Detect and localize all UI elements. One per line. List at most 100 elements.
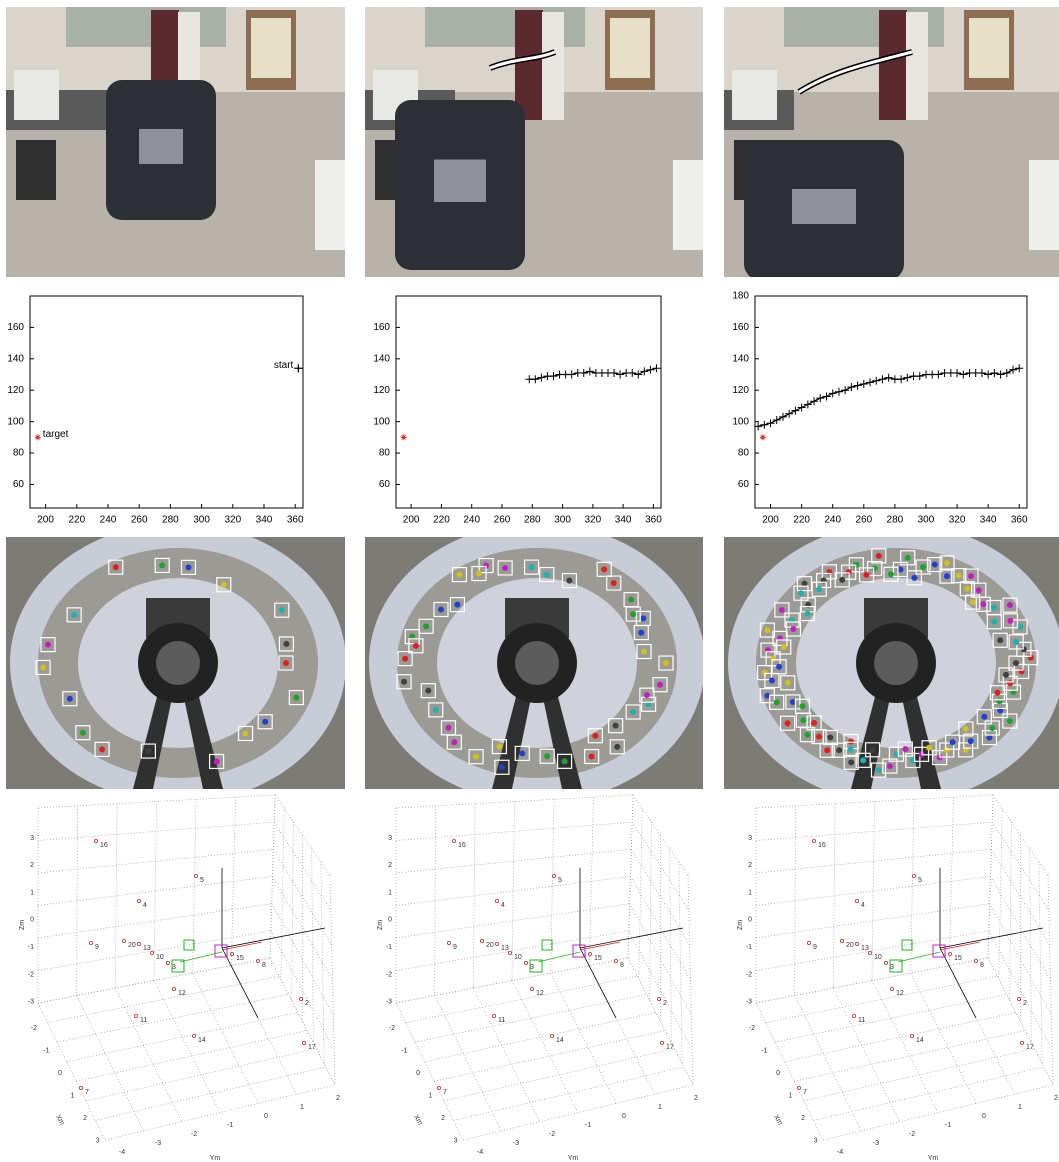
camera-lens [156,641,200,685]
feature-point [968,738,974,744]
feature-point [519,750,525,756]
grid-3d [38,1003,105,1140]
grid-3d [631,849,689,945]
z-tick-label: 1 [30,889,34,896]
landmark [1017,997,1020,1000]
printer [732,70,777,120]
z-tick-label: -1 [746,944,752,951]
landmark-label: 15 [594,955,602,962]
frame-box [215,945,227,957]
feature-point [630,709,636,715]
landmark-label: 11 [498,1017,505,1024]
laptop [792,189,856,224]
landmark-label: 14 [916,1037,924,1044]
landmark-label: 10 [156,954,164,961]
landmark [890,987,893,990]
landmark-label: 7 [85,1089,89,1096]
landmark [910,1034,913,1037]
feature-point [283,641,289,647]
camera-lens [515,641,559,685]
landmark [122,939,125,942]
feature-point [994,690,1000,696]
y-tick-label: 2 [336,1095,340,1102]
landmark [884,961,887,964]
y-tick-label: 80 [379,448,391,459]
landmark-label: 17 [308,1044,316,1051]
feature-point [641,649,647,655]
landmark [974,959,977,962]
landmark [480,939,483,942]
y-tick-label: 1 [1018,1104,1022,1111]
feature-point [774,699,780,705]
y-tick-label: 100 [732,416,749,427]
feature-point [640,615,646,621]
x-tick-label: 2 [83,1115,87,1122]
feature-point [1019,668,1025,674]
feature-point [905,555,911,561]
landmark-label: 14 [198,1037,206,1044]
feature-point [214,758,220,764]
x-tick-label: 2 [441,1115,445,1122]
landmark-label: 5 [918,877,922,884]
grid-3d [991,849,1049,945]
y-tick-label: 1 [658,1104,662,1111]
landmark [912,874,915,877]
x-tick-label: -1 [401,1047,407,1054]
landmark-label: 3 [530,964,534,971]
feature-point [1003,672,1009,678]
feature-point [562,758,568,764]
feature-point [785,680,791,686]
feature-point [99,746,105,752]
grid-3d [629,931,692,1050]
feature-point [401,679,407,685]
y-tick-label: 0 [622,1113,626,1120]
shelf-books [610,18,650,78]
y-tick-label: -4 [119,1149,125,1156]
x-tick-label: 1 [789,1092,793,1099]
feature-point [911,575,917,581]
cabinet [1029,160,1059,250]
feature-point [839,577,845,583]
feature-point [67,696,73,702]
feature-point [964,586,970,592]
feature-point [279,607,285,613]
feature-point [864,572,870,578]
grid-3d [396,1003,463,1140]
x-tick-label: 2 [801,1115,805,1122]
y-axis-label: Ym [928,1155,939,1162]
photo-content [6,7,345,277]
shelf-books [251,18,291,78]
frame-axis [580,942,620,950]
z-tick-label: -1 [386,944,392,951]
landmark-label: 12 [178,990,186,997]
landmark-label: 5 [558,877,562,884]
y-tick-label: -3 [155,1140,161,1147]
laptop [139,129,183,164]
feature-point [544,572,550,578]
feature-point [454,602,460,608]
feature-point [902,746,908,752]
landmark-label: 11 [140,1017,147,1024]
feature-point [944,560,950,566]
frame-box [573,945,585,957]
z-tick-label: 2 [30,862,34,869]
x-tick-label: 200 [37,515,54,526]
feature-point [445,725,451,731]
x-tick-label: 340 [256,515,273,526]
landmark [134,1014,137,1017]
feature-point [476,571,482,577]
camera-lens [874,641,918,685]
frame-axis [580,928,683,948]
grid-3d [312,848,314,1042]
photo [724,7,1059,280]
y-tick-label: 160 [732,322,749,333]
landmark-label: 16 [818,842,826,849]
x-tick-label: 280 [524,515,541,526]
y-tick-label: -2 [549,1131,555,1138]
bin [16,140,56,200]
z-tick-label: 3 [388,835,392,842]
y-tick-label: -2 [909,1131,915,1138]
grid-3d [872,981,938,1113]
feature-point [1007,680,1013,686]
z-tick-label: -2 [28,971,34,978]
